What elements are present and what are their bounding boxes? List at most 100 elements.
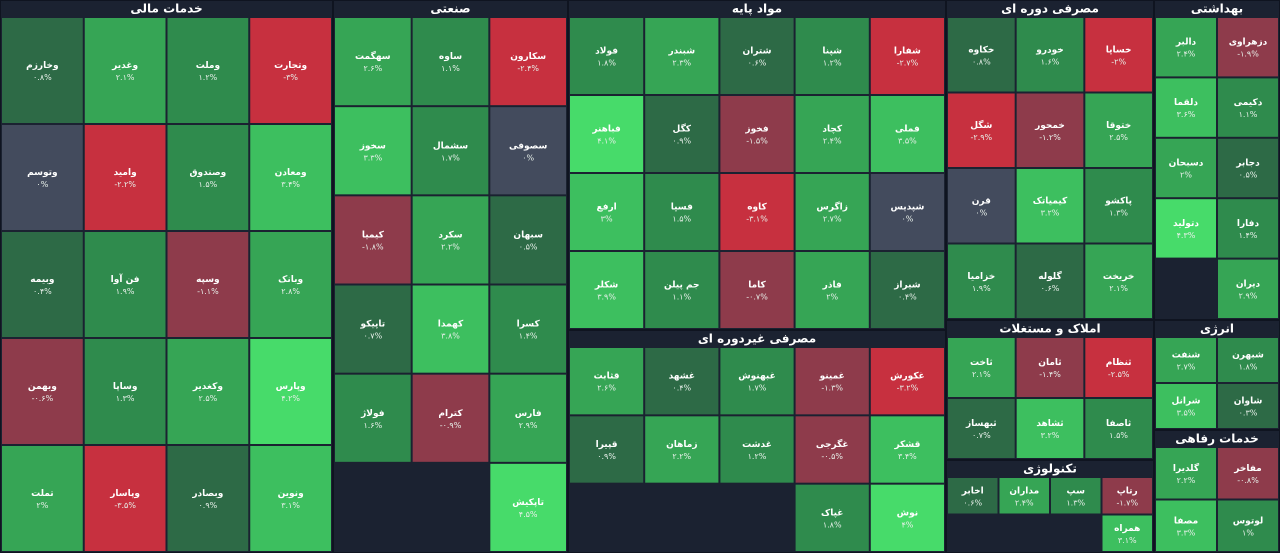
tile bbox=[794, 483, 870, 552]
tile bbox=[1084, 168, 1154, 244]
tile bbox=[489, 373, 568, 463]
tile bbox=[1050, 477, 1102, 515]
tile-name: سهگمت bbox=[355, 50, 391, 62]
tile bbox=[334, 17, 412, 107]
tile bbox=[644, 95, 720, 173]
tile bbox=[166, 231, 250, 338]
tile-change: ۳% bbox=[601, 215, 613, 224]
tile-name: ثنظام bbox=[1106, 358, 1132, 368]
tile-change: -۳.۲% bbox=[897, 384, 919, 393]
tile-name: تاپیکو bbox=[359, 320, 385, 330]
tile bbox=[719, 17, 795, 95]
tile-name: دیران bbox=[1236, 279, 1261, 289]
tile-change: ۱.۶% bbox=[1041, 57, 1060, 66]
tile bbox=[489, 195, 568, 285]
tile bbox=[1084, 243, 1154, 319]
tile-name: خساپا bbox=[1106, 45, 1132, 55]
tile bbox=[719, 95, 795, 173]
tile bbox=[998, 477, 1050, 515]
tile-change: ۱% bbox=[1242, 528, 1254, 537]
tile-name: قثابت bbox=[594, 372, 620, 382]
tile bbox=[411, 284, 490, 374]
tile-change: ۰.۴% bbox=[33, 287, 52, 296]
tile-name: کهمدا bbox=[438, 320, 464, 330]
tile-name: دسبحان bbox=[1169, 159, 1204, 169]
sector-title: مصرفی دوره ای bbox=[1001, 2, 1099, 17]
tile-change: ۳.۴% bbox=[281, 180, 300, 189]
tile bbox=[719, 173, 795, 251]
tile bbox=[1217, 337, 1279, 383]
tile-change: ۱.۱% bbox=[672, 293, 691, 302]
tile-name: دالبر bbox=[1175, 38, 1197, 48]
sector-title: مواد پایه bbox=[732, 2, 782, 17]
tile bbox=[249, 17, 332, 124]
tile-change: -۲.۹% bbox=[971, 133, 993, 142]
tile bbox=[719, 347, 795, 416]
tile-name: شپدیس bbox=[890, 203, 924, 213]
tile bbox=[1, 445, 84, 552]
tile-change: ۳.۹% bbox=[597, 293, 616, 302]
tile bbox=[794, 95, 870, 173]
tile bbox=[1015, 243, 1085, 319]
tile-name: ومعادن bbox=[275, 168, 307, 178]
tile bbox=[1155, 499, 1217, 552]
tile-name: وتجارت bbox=[274, 61, 307, 71]
tile bbox=[1084, 92, 1154, 168]
tile-name: ثبهساز bbox=[965, 419, 997, 429]
tile-name: سبهان bbox=[513, 230, 543, 240]
tile bbox=[869, 173, 945, 251]
sector-title: مصرفی غیردوره ای bbox=[698, 332, 816, 347]
tile-name: خزامیا bbox=[967, 272, 995, 282]
sector-title: املاک و مستغلات bbox=[999, 322, 1100, 337]
tile-change: ۲% bbox=[826, 293, 838, 302]
tile-change: ۰.۶% bbox=[748, 59, 767, 68]
tile-name: وپارس bbox=[276, 382, 306, 392]
tile bbox=[411, 373, 490, 463]
tile-change: ۲.۱% bbox=[1109, 284, 1128, 293]
tile-change: ۰.۴% bbox=[672, 384, 691, 393]
tile-name: ونوین bbox=[278, 489, 304, 499]
tile bbox=[569, 415, 645, 484]
tile-name: ساوه bbox=[439, 52, 462, 62]
tile-name: وسپه bbox=[196, 275, 220, 285]
tile-change: ۴.۲% bbox=[281, 394, 300, 403]
tile-change: ۲.۶% bbox=[597, 384, 616, 393]
tile-change: -۱.۱% bbox=[197, 287, 219, 296]
tile-change: -۳.۵% bbox=[114, 501, 136, 510]
tile-name: سصوفی bbox=[509, 141, 548, 151]
tile bbox=[719, 251, 795, 329]
tile bbox=[1217, 447, 1279, 500]
tile bbox=[869, 415, 945, 484]
tile bbox=[869, 17, 945, 95]
tile-name: لوتوس bbox=[1233, 516, 1263, 526]
tile bbox=[1217, 198, 1279, 259]
tile-change: -۱.۹% bbox=[1237, 50, 1259, 59]
tile-name: وملت bbox=[196, 61, 220, 71]
tile-name: سپ bbox=[1067, 486, 1086, 496]
tile bbox=[334, 106, 412, 196]
tile bbox=[947, 243, 1016, 319]
tile bbox=[1015, 398, 1085, 459]
tile-name: سکرد bbox=[438, 230, 462, 240]
tile-change: ۰.۸% bbox=[972, 57, 991, 66]
tile bbox=[249, 124, 332, 231]
tile-name: فسپا bbox=[671, 203, 693, 213]
tile bbox=[166, 445, 250, 552]
tile-change: ۲.۷% bbox=[823, 215, 842, 224]
tile-change: ۰% bbox=[901, 215, 913, 224]
tile bbox=[794, 347, 870, 416]
tile bbox=[489, 284, 568, 374]
tile-change: ۰% bbox=[975, 208, 987, 217]
tile-change: ۰% bbox=[36, 180, 48, 189]
tile-change: -۲% bbox=[1111, 57, 1126, 66]
tile-change: ۲.۸% bbox=[281, 287, 300, 296]
tile bbox=[947, 17, 1016, 93]
tile-change: ۳.۳% bbox=[363, 153, 382, 162]
tile-change: ۱.۲% bbox=[199, 73, 218, 82]
tile-name: ختوقا bbox=[1106, 121, 1131, 131]
tile-name: قشکر bbox=[893, 440, 920, 450]
tile-change: ۰.۴% bbox=[898, 293, 917, 302]
tile-name: وتوسم bbox=[27, 168, 58, 178]
tile-change: ۱.۸% bbox=[823, 520, 842, 529]
